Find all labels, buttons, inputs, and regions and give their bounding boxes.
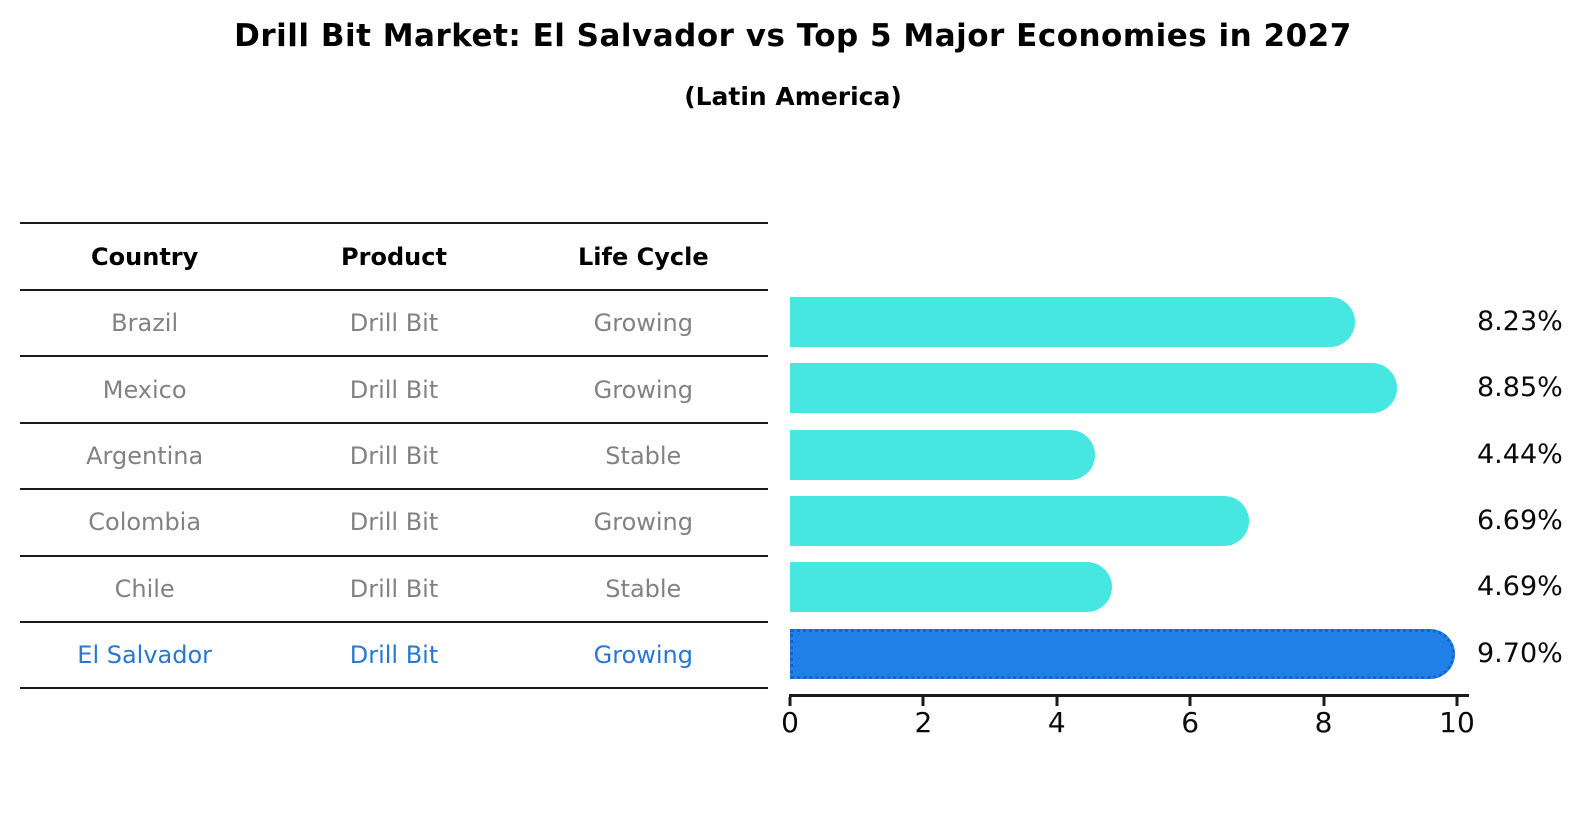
x-tick-label: 8 [1314,706,1333,739]
cell-life-cycle: Growing [593,508,693,537]
cell-life-cycle: Stable [605,441,682,470]
cell-life-cycle: Growing [593,641,693,670]
x-tick-label: 4 [1047,706,1066,739]
column-header-life-cycle: Life Cycle [578,242,709,271]
value-label: 9.70% [1477,637,1563,669]
x-tick [788,697,792,706]
table-row: Brazil Drill Bit Growing [20,291,768,358]
bar-chile [790,562,1112,613]
cell-country: Brazil [111,309,179,338]
value-label: 8.85% [1477,372,1563,404]
table-row-highlighted: El Salvador Drill Bit Growing [20,623,768,690]
table-row: Colombia Drill Bit Growing [20,490,768,557]
bar-colombia [790,496,1249,547]
cell-product: Drill Bit [349,309,439,338]
country-info-table: Country Product Life Cycle Brazil Drill … [20,222,768,690]
cell-product: Drill Bit [349,441,439,470]
column-header-product: Product [341,242,447,271]
x-tick [1188,697,1192,706]
value-label: 6.69% [1477,505,1563,537]
bar-mexico [790,363,1398,414]
cell-product: Drill Bit [349,641,439,670]
chart-subtitle: (Latin America) [684,82,902,111]
cell-life-cycle: Stable [605,574,682,603]
x-axis-line [789,694,1469,697]
bar-brazil [790,297,1355,347]
cell-product: Drill Bit [349,508,439,537]
cell-life-cycle: Growing [593,309,693,338]
cell-country: Chile [114,574,175,603]
x-tick-label: 2 [914,706,933,739]
bar-el-salvador [790,628,1456,679]
cell-country: Argentina [86,441,204,470]
x-tick [1455,697,1459,706]
cell-country: Colombia [88,508,202,537]
x-tick [921,697,925,706]
cell-country: Mexico [102,375,187,404]
table-row: Chile Drill Bit Stable [20,557,768,623]
bar-argentina [790,429,1095,480]
x-tick [1322,697,1326,706]
x-tick [1055,697,1059,706]
value-label: 4.69% [1477,571,1563,603]
cell-life-cycle: Growing [593,375,693,404]
cell-product: Drill Bit [349,375,439,404]
column-header-country: Country [91,242,199,271]
x-tick-label: 6 [1181,706,1200,739]
x-tick-label: 10 [1439,706,1475,739]
x-tick-label: 0 [781,706,799,739]
chart-title: Drill Bit Market: El Salvador vs Top 5 M… [234,18,1352,54]
value-label: 4.44% [1477,438,1563,470]
table-header-row: Country Product Life Cycle [20,224,768,291]
table-row: Argentina Drill Bit Stable [20,424,768,491]
cell-country: El Salvador [77,641,213,670]
table-row: Mexico Drill Bit Growing [20,357,768,424]
cell-product: Drill Bit [349,574,439,603]
value-label: 8.23% [1477,306,1563,337]
